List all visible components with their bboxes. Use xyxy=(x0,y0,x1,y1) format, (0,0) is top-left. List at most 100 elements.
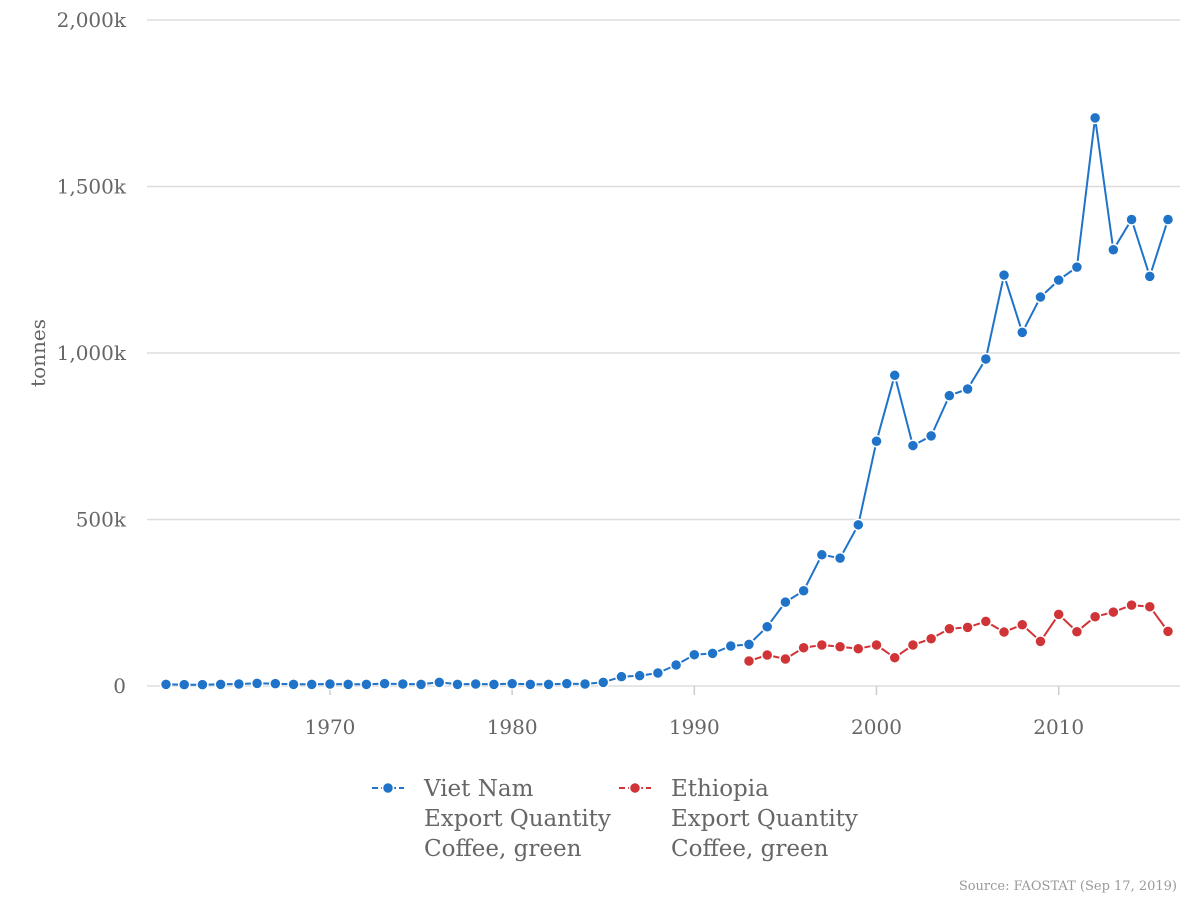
data-point[interactable] xyxy=(305,678,318,691)
data-point[interactable] xyxy=(906,638,920,652)
data-point[interactable] xyxy=(1052,608,1065,621)
x-tick-label: 2010 xyxy=(1033,715,1084,739)
data-point[interactable] xyxy=(888,369,901,382)
data-point[interactable] xyxy=(1143,270,1157,283)
data-point[interactable] xyxy=(414,678,428,691)
legend-item-ethiopia[interactable]: Ethiopia Export Quantity Coffee, green xyxy=(619,776,858,862)
data-point[interactable] xyxy=(542,678,555,691)
data-point[interactable] xyxy=(560,677,574,690)
data-point[interactable] xyxy=(870,638,883,652)
data-point[interactable] xyxy=(159,678,173,691)
data-point[interactable] xyxy=(1107,243,1120,257)
data-point[interactable] xyxy=(760,648,774,662)
x-tick-label: 1980 xyxy=(487,715,538,739)
data-point[interactable] xyxy=(360,678,373,691)
data-point[interactable] xyxy=(961,382,974,396)
data-point[interactable] xyxy=(797,584,810,598)
data-point[interactable] xyxy=(323,677,337,691)
legend-label: Export Quantity xyxy=(671,806,858,832)
data-point[interactable] xyxy=(943,622,956,635)
data-point[interactable] xyxy=(1107,605,1120,619)
data-point[interactable] xyxy=(1125,213,1138,226)
data-point[interactable] xyxy=(852,518,865,532)
data-point[interactable] xyxy=(961,621,974,634)
data-point[interactable] xyxy=(1143,600,1157,613)
data-point[interactable] xyxy=(287,678,300,691)
data-point[interactable] xyxy=(214,678,227,691)
data-point[interactable] xyxy=(196,678,209,691)
x-axis-ticks: 1970 1980 1990 2000 2010 xyxy=(305,686,1084,739)
data-point[interactable] xyxy=(797,641,810,654)
data-point[interactable] xyxy=(1088,111,1102,125)
data-point[interactable] xyxy=(1034,635,1047,648)
data-point[interactable] xyxy=(742,654,756,668)
data-point[interactable] xyxy=(1034,290,1047,304)
x-tick-label: 1990 xyxy=(669,715,720,739)
data-point[interactable] xyxy=(833,551,847,565)
series-ethiopia xyxy=(742,598,1175,668)
data-point[interactable] xyxy=(742,638,756,651)
data-point[interactable] xyxy=(979,615,993,628)
data-point[interactable] xyxy=(852,642,865,655)
legend-label: Export Quantity xyxy=(424,806,611,832)
data-point[interactable] xyxy=(997,625,1011,639)
data-point[interactable] xyxy=(1088,610,1102,623)
data-point[interactable] xyxy=(396,677,410,691)
gridlines xyxy=(147,19,1180,687)
data-point[interactable] xyxy=(1016,618,1029,631)
data-point[interactable] xyxy=(1125,598,1138,612)
data-point[interactable] xyxy=(815,548,829,562)
y-axis-tick-labels: 0 500k 1,000k 1,500k 2,000k xyxy=(57,8,127,698)
data-point[interactable] xyxy=(505,677,519,690)
data-point[interactable] xyxy=(1052,273,1065,287)
data-point[interactable] xyxy=(706,647,719,660)
y-tick-label: 0 xyxy=(113,674,126,698)
data-point[interactable] xyxy=(833,640,847,653)
data-point[interactable] xyxy=(615,670,628,683)
data-point[interactable] xyxy=(633,669,646,682)
data-point[interactable] xyxy=(469,677,482,691)
data-point[interactable] xyxy=(1070,625,1084,638)
data-point[interactable] xyxy=(870,434,883,448)
data-point[interactable] xyxy=(433,676,446,689)
data-point[interactable] xyxy=(250,677,264,690)
data-point[interactable] xyxy=(578,677,592,691)
legend-label: Coffee, green xyxy=(671,836,829,862)
data-point[interactable] xyxy=(906,439,920,452)
data-point[interactable] xyxy=(1161,213,1175,226)
data-point[interactable] xyxy=(1070,260,1084,274)
data-point[interactable] xyxy=(524,678,537,691)
data-point[interactable] xyxy=(669,658,683,672)
data-point[interactable] xyxy=(997,268,1011,282)
legend-label: Coffee, green xyxy=(424,836,582,862)
data-point[interactable] xyxy=(943,389,956,402)
data-point[interactable] xyxy=(378,677,391,690)
data-point[interactable] xyxy=(1161,625,1175,638)
source-note: Source: FAOSTAT (Sep 17, 2019) xyxy=(959,879,1177,894)
data-point[interactable] xyxy=(760,620,774,633)
data-point[interactable] xyxy=(596,676,610,689)
data-point[interactable] xyxy=(779,652,792,666)
data-point[interactable] xyxy=(651,666,665,680)
data-point[interactable] xyxy=(177,678,191,691)
data-point[interactable] xyxy=(232,677,246,691)
y-tick-label: 2,000k xyxy=(57,8,127,32)
data-point[interactable] xyxy=(779,595,792,609)
data-point[interactable] xyxy=(451,678,464,691)
data-point[interactable] xyxy=(888,651,901,664)
data-point[interactable] xyxy=(269,677,282,690)
data-point[interactable] xyxy=(688,648,701,661)
data-point[interactable] xyxy=(924,632,938,645)
data-point[interactable] xyxy=(979,352,993,366)
data-point[interactable] xyxy=(1016,326,1029,339)
legend-item-viet-nam[interactable]: Viet Nam Export Quantity Coffee, green xyxy=(372,776,611,862)
data-point[interactable] xyxy=(487,678,501,691)
legend-label: Ethiopia xyxy=(671,776,769,802)
data-point[interactable] xyxy=(341,678,355,691)
data-point[interactable] xyxy=(815,638,829,652)
data-point[interactable] xyxy=(924,429,938,443)
y-tick-label: 1,500k xyxy=(57,175,127,199)
data-point[interactable] xyxy=(724,639,738,653)
